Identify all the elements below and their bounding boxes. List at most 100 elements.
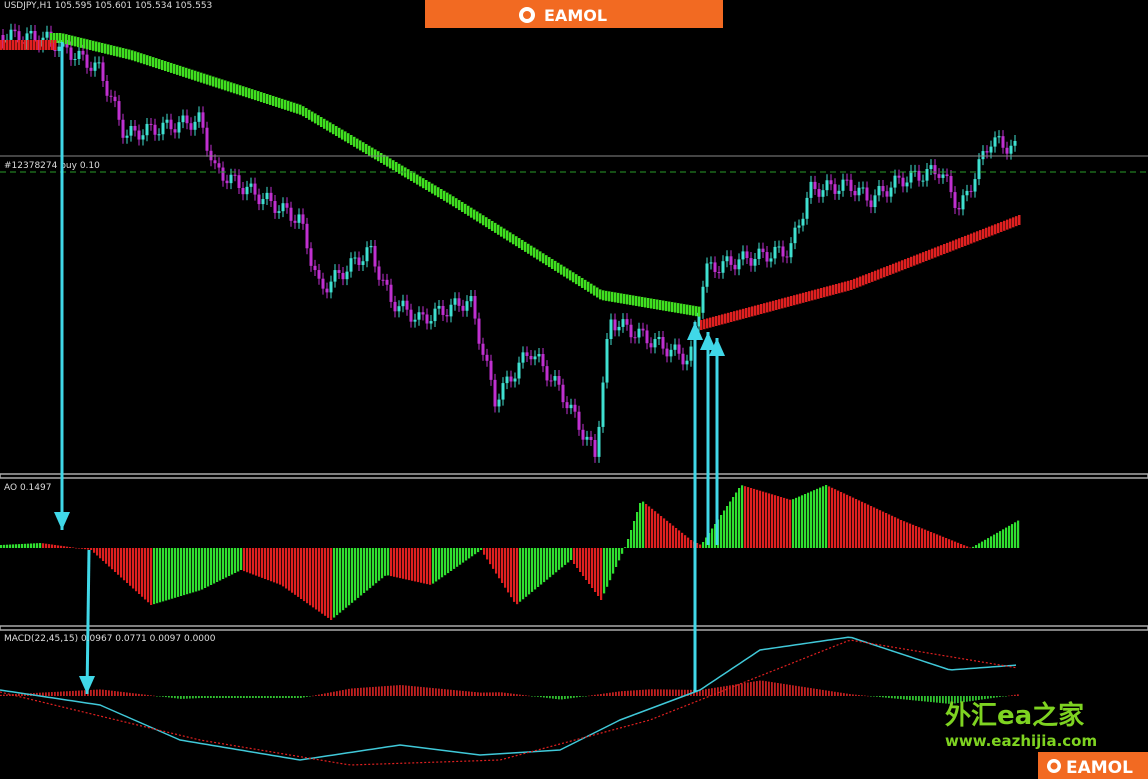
- ma-green: [566, 268, 569, 279]
- macd-bar: [687, 689, 689, 696]
- candle-body: [809, 181, 813, 198]
- ma-green: [317, 115, 320, 126]
- candle-body: [517, 362, 521, 379]
- ma-green: [335, 126, 338, 136]
- ma-green: [575, 274, 578, 285]
- macd-bar: [681, 689, 683, 696]
- candle-body: [613, 319, 617, 331]
- ao-bar: [387, 548, 390, 576]
- separator: [0, 625, 1148, 631]
- macd-bar: [801, 686, 803, 696]
- ma-green: [605, 290, 608, 301]
- macd-bar: [375, 686, 377, 696]
- macd-bar: [543, 696, 545, 698]
- macd-bar: [393, 685, 395, 696]
- candle-body: [129, 126, 133, 136]
- ma-red: [916, 254, 919, 265]
- ma-green: [584, 279, 587, 290]
- macd-bar: [735, 684, 737, 696]
- candle-body: [817, 189, 821, 197]
- ao-bar: [915, 526, 918, 548]
- ao-bar: [909, 523, 912, 548]
- candle-body: [841, 179, 845, 191]
- candle-body: [277, 211, 281, 213]
- ao-bar: [663, 518, 666, 548]
- ao-bar: [906, 522, 909, 548]
- candle-body: [169, 119, 173, 130]
- candle-body: [713, 262, 717, 273]
- ao-bar: [1017, 520, 1020, 548]
- ma-green: [581, 277, 584, 288]
- macd-bar: [714, 687, 716, 696]
- ao-bar: [675, 528, 678, 548]
- macd-bar: [324, 693, 326, 696]
- ma-red: [994, 224, 997, 235]
- macd-bar: [825, 690, 827, 696]
- ao-bar: [654, 511, 657, 548]
- candle-body: [289, 207, 293, 221]
- ma-green: [578, 276, 581, 287]
- ao-bar: [756, 489, 759, 548]
- ao-bar: [258, 548, 261, 577]
- macd-bar: [885, 696, 887, 698]
- ma-red: [703, 319, 706, 330]
- ao-bar: [702, 542, 705, 548]
- candle-body: [745, 251, 749, 259]
- ao-bar: [747, 487, 750, 548]
- candle-body: [273, 201, 277, 213]
- ao-bar: [471, 548, 474, 557]
- ma-green: [416, 174, 419, 185]
- logo-icon: [1050, 762, 1058, 770]
- candle-body: [953, 192, 957, 208]
- candle-body: [113, 96, 117, 102]
- ma-green: [599, 289, 602, 300]
- arrow: [85, 549, 91, 695]
- macd-bar: [204, 696, 206, 698]
- ao-bar: [705, 537, 708, 548]
- ma-green: [143, 54, 146, 65]
- candle-body: [961, 195, 965, 210]
- ao-bar: [522, 548, 525, 600]
- macd-bar: [219, 696, 221, 698]
- ao-bar: [582, 548, 585, 576]
- ao-bar: [477, 548, 480, 553]
- ma-green: [56, 33, 59, 43]
- ma-green: [680, 303, 683, 314]
- candle-body: [861, 187, 865, 189]
- ao-bar: [588, 548, 591, 584]
- ao-bar: [165, 548, 168, 601]
- ma-green: [248, 88, 251, 99]
- macd-bar: [474, 692, 476, 696]
- ma-red: [24, 40, 27, 50]
- macd-bar: [246, 696, 248, 698]
- ma-red: [823, 287, 826, 298]
- macd-bar: [333, 691, 335, 696]
- arrow-head: [54, 512, 70, 530]
- candle-body: [829, 180, 833, 185]
- macd-bar: [294, 696, 296, 698]
- ao-bar: [528, 548, 531, 595]
- macd-bar: [153, 695, 155, 697]
- ao-bar: [627, 539, 630, 548]
- candle-body: [981, 151, 985, 160]
- ma-green: [374, 149, 377, 160]
- macd-bar: [90, 689, 92, 696]
- ao-bar: [648, 506, 651, 548]
- macd-bar: [24, 693, 26, 696]
- ao-bar: [420, 548, 423, 583]
- candle-body: [305, 223, 309, 249]
- candle-body: [645, 330, 649, 344]
- candle-body: [393, 301, 397, 312]
- macd-bar: [354, 688, 356, 696]
- ao-bar: [729, 501, 732, 548]
- macd-bar: [381, 686, 383, 696]
- arrow-head: [687, 322, 703, 340]
- ma-red: [739, 309, 742, 320]
- candle-body: [741, 251, 745, 260]
- ao-bar: [912, 524, 915, 548]
- macd-bar: [63, 691, 65, 696]
- ma-green: [341, 129, 344, 140]
- candle-body: [269, 192, 273, 202]
- ao-bar: [219, 548, 222, 581]
- ma-red: [964, 235, 967, 246]
